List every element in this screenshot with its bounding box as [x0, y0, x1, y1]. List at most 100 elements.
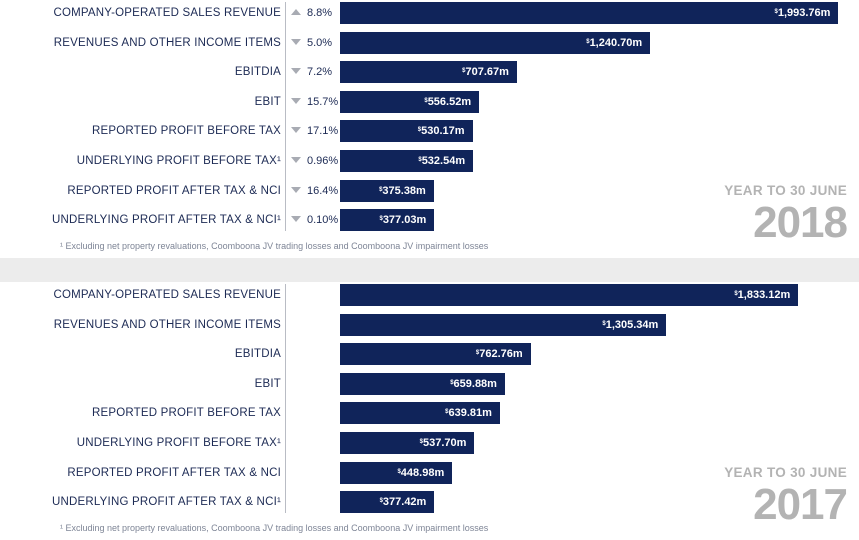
category-label: COMPANY-OPERATED SALES REVENUE — [53, 289, 281, 301]
bar-value-label: $1,240.70m — [586, 32, 642, 54]
change-indicator: 16.4% — [291, 180, 339, 202]
currency-symbol: $ — [379, 216, 383, 223]
category-label: COMPANY-OPERATED SALES REVENUE — [53, 7, 281, 19]
category-label-row: COMPANY-OPERATED SALES REVENUE — [0, 284, 281, 306]
change-indicator: 7.2% — [291, 61, 339, 83]
change-indicator: 5.0% — [291, 32, 339, 54]
bar: $1,993.76m — [340, 2, 839, 24]
triangle-up-icon — [291, 9, 301, 16]
category-label-row: EBIT — [0, 91, 281, 113]
period-badge: YEAR TO 30 JUNE 2018 — [724, 183, 848, 247]
triangle-down-icon — [291, 38, 301, 45]
bar-value-number: 377.03m — [382, 214, 427, 227]
category-label: EBITDIA — [234, 348, 281, 361]
bar-value-number: 1,240.70m — [589, 36, 643, 49]
change-percent: 17.1% — [307, 125, 339, 138]
bar-value-label: $556.52m — [424, 91, 471, 113]
bar-value-number: 762.76m — [479, 348, 523, 361]
bar: $659.88m — [340, 372, 505, 395]
bar-value-label: $762.76m — [476, 343, 523, 365]
currency-symbol: $ — [397, 468, 401, 475]
bar-value-label: $377.42m — [380, 491, 427, 513]
footnote: ¹ Excluding net property revaluations, C… — [60, 523, 489, 533]
period-label: YEAR TO 30 JUNE — [724, 183, 847, 198]
bar-value-number: 537.70m — [422, 437, 467, 449]
category-label-row: REPORTED PROFIT BEFORE TAX — [0, 120, 281, 142]
bar: $537.70m — [340, 432, 475, 454]
bar-value-number: 375.38m — [382, 184, 426, 197]
triangle-down-icon — [291, 157, 301, 164]
bar-value-label: $537.70m — [420, 432, 467, 454]
currency-symbol: $ — [379, 186, 383, 193]
bar-value-label: $375.38m — [379, 180, 426, 202]
bar: $448.98m — [340, 461, 453, 484]
change-percent: 0.10% — [307, 214, 339, 227]
bar: $377.03m — [340, 209, 435, 232]
currency-symbol: $ — [450, 379, 454, 386]
chart-panel-2018: COMPANY-OPERATED SALES REVENUE 8.8% $1,993… — [0, 0, 859, 258]
period-year: 2017 — [753, 479, 848, 529]
bar-value-label: $530.17m — [418, 120, 465, 142]
change-percent: 16.4% — [307, 184, 339, 197]
category-label: REVENUES AND OTHER INCOME ITEMS — [53, 36, 281, 49]
bar: $1,240.70m — [340, 31, 651, 54]
currency-symbol: $ — [475, 350, 480, 357]
change-indicator: 17.1% — [291, 120, 339, 142]
category-label: EBIT — [254, 95, 281, 108]
period-year: 2018 — [753, 197, 848, 247]
category-label: REPORTED PROFIT AFTER TAX & NCI — [67, 466, 281, 479]
category-label: EBIT — [254, 377, 281, 390]
category-label: UNDERLYING PROFIT BEFORE TAX¹ — [76, 437, 281, 449]
change-indicator: 8.8% — [291, 2, 339, 24]
change-indicator: 0.10% — [291, 209, 339, 231]
bar: $530.17m — [340, 120, 473, 143]
currency-symbol: $ — [379, 498, 383, 505]
category-label-row: UNDERLYING PROFIT BEFORE TAX¹ — [0, 150, 281, 172]
category-label-row: EBIT — [0, 373, 281, 395]
bar-value-number: 556.52m — [427, 95, 472, 108]
bar: $377.42m — [340, 491, 435, 514]
category-label: REPORTED PROFIT BEFORE TAX — [91, 407, 281, 420]
currency-symbol: $ — [586, 38, 590, 45]
bar: $375.38m — [340, 179, 434, 202]
category-axis-line — [285, 284, 286, 514]
period-badge: YEAR TO 30 JUNE 2017 — [724, 466, 848, 529]
bar: $707.67m — [340, 61, 517, 84]
bar-value-number: 659.88m — [453, 377, 497, 390]
category-label: UNDERLYING PROFIT BEFORE TAX¹ — [76, 155, 281, 167]
category-label-row: EBITDIA — [0, 343, 281, 365]
footnote: ¹ Excluding net property revaluations, C… — [60, 241, 489, 251]
bar: $762.76m — [340, 343, 531, 366]
bar-value-number: 448.98m — [400, 466, 445, 479]
bar: $1,305.34m — [340, 313, 667, 336]
category-label-row: REVENUES AND OTHER INCOME ITEMS — [0, 32, 281, 54]
bar: $1,833.12m — [340, 284, 799, 306]
category-label-row: REPORTED PROFIT AFTER TAX & NCI — [0, 462, 281, 484]
currency-symbol: $ — [774, 9, 778, 15]
bar-value-number: 707.67m — [465, 66, 509, 79]
category-axis-line — [285, 2, 286, 232]
category-label-row: REVENUES AND OTHER INCOME ITEMS — [0, 314, 281, 336]
bar: $639.81m — [340, 402, 500, 425]
category-label-row: UNDERLYING PROFIT AFTER TAX & NCI¹ — [0, 491, 281, 513]
category-label-row: UNDERLYING PROFIT AFTER TAX & NCI¹ — [0, 209, 281, 231]
currency-symbol: $ — [462, 68, 466, 75]
change-indicator: 0.96% — [291, 150, 339, 172]
category-label: REPORTED PROFIT AFTER TAX & NCI — [67, 184, 281, 197]
chart-panel-2017: COMPANY-OPERATED SALES REVENUE $1,833.12m… — [0, 282, 859, 540]
currency-symbol: $ — [445, 409, 449, 416]
bar-value-label: $639.81m — [445, 402, 492, 424]
category-label: UNDERLYING PROFIT AFTER TAX & NCI¹ — [52, 496, 281, 509]
bar: $556.52m — [340, 90, 480, 113]
change-percent: 7.2% — [307, 66, 333, 79]
triangle-down-icon — [291, 68, 301, 75]
currency-symbol: $ — [418, 157, 422, 163]
triangle-down-icon — [291, 186, 301, 193]
triangle-down-icon — [291, 127, 301, 134]
bar-value-number: 1,993.76m — [777, 7, 831, 19]
category-label: UNDERLYING PROFIT AFTER TAX & NCI¹ — [52, 214, 281, 227]
bar-value-number: 377.42m — [382, 496, 427, 509]
bar: $532.54m — [340, 150, 474, 172]
bar-value-number: 1,305.34m — [605, 318, 659, 331]
bar-value-number: 1,833.12m — [737, 289, 791, 301]
